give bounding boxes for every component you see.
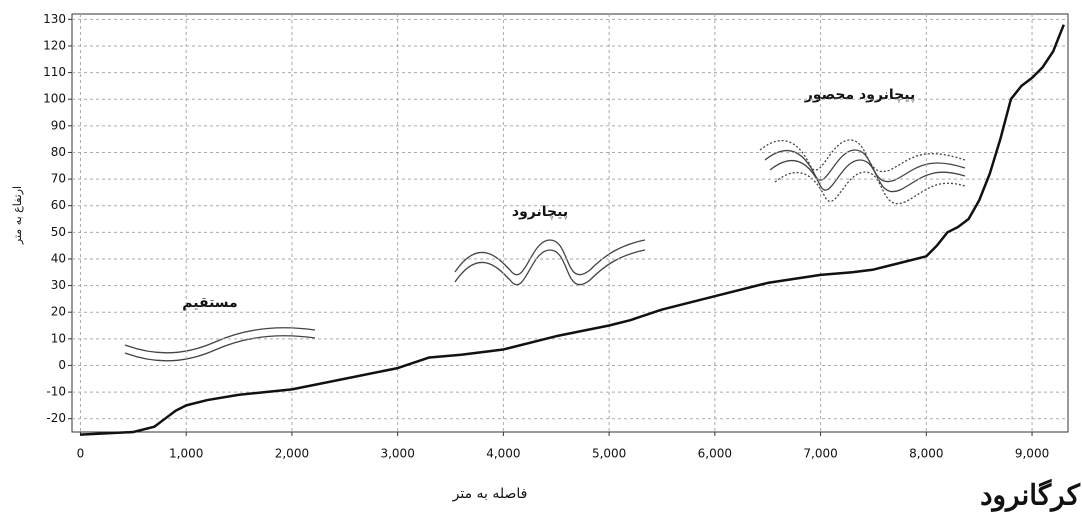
x-tick-label: 9,000 [1015,447,1049,461]
annotation: مستقیم [182,295,237,311]
annotation: پیچانرود [512,204,568,220]
x-tick-label: 7,000 [803,447,837,461]
plot-frame [72,14,1068,432]
x-tick-label: 0 [77,447,85,461]
y-tick-label: 130 [43,12,66,26]
y-tick-label: 10 [51,331,66,345]
y-tick-label: 40 [51,251,66,265]
chart: ارتفاع به متر فاصله به متر کرگانرود مستق… [0,0,1082,520]
y-tick-label: -10 [46,385,66,399]
y-tick-label: 100 [43,92,66,106]
x-axis-label: فاصله به متر [452,486,528,502]
y-tick-label: 50 [51,225,66,239]
y-tick-label: 0 [58,358,66,372]
x-tick-label: 3,000 [380,447,414,461]
y-tick-label: 120 [43,38,66,52]
x-tick-label: 2,000 [275,447,309,461]
y-tick-label: 90 [51,118,66,132]
y-tick-label: 110 [43,65,66,79]
caption: کرگانرود [980,479,1081,513]
x-tick-label: 6,000 [698,447,732,461]
y-tick-label: 30 [51,278,66,292]
y-tick-label: 70 [51,172,66,186]
y-tick-label: -20 [46,411,66,425]
x-tick-label: 1,000 [169,447,203,461]
x-tick-label: 4,000 [486,447,520,461]
y-tick-label: 20 [51,305,66,319]
y-tick-label: 80 [51,145,66,159]
x-tick-label: 5,000 [592,447,626,461]
x-tick-label: 8,000 [909,447,943,461]
y-tick-label: 60 [51,198,66,212]
y-axis-label: ارتفاع به متر [11,186,24,245]
